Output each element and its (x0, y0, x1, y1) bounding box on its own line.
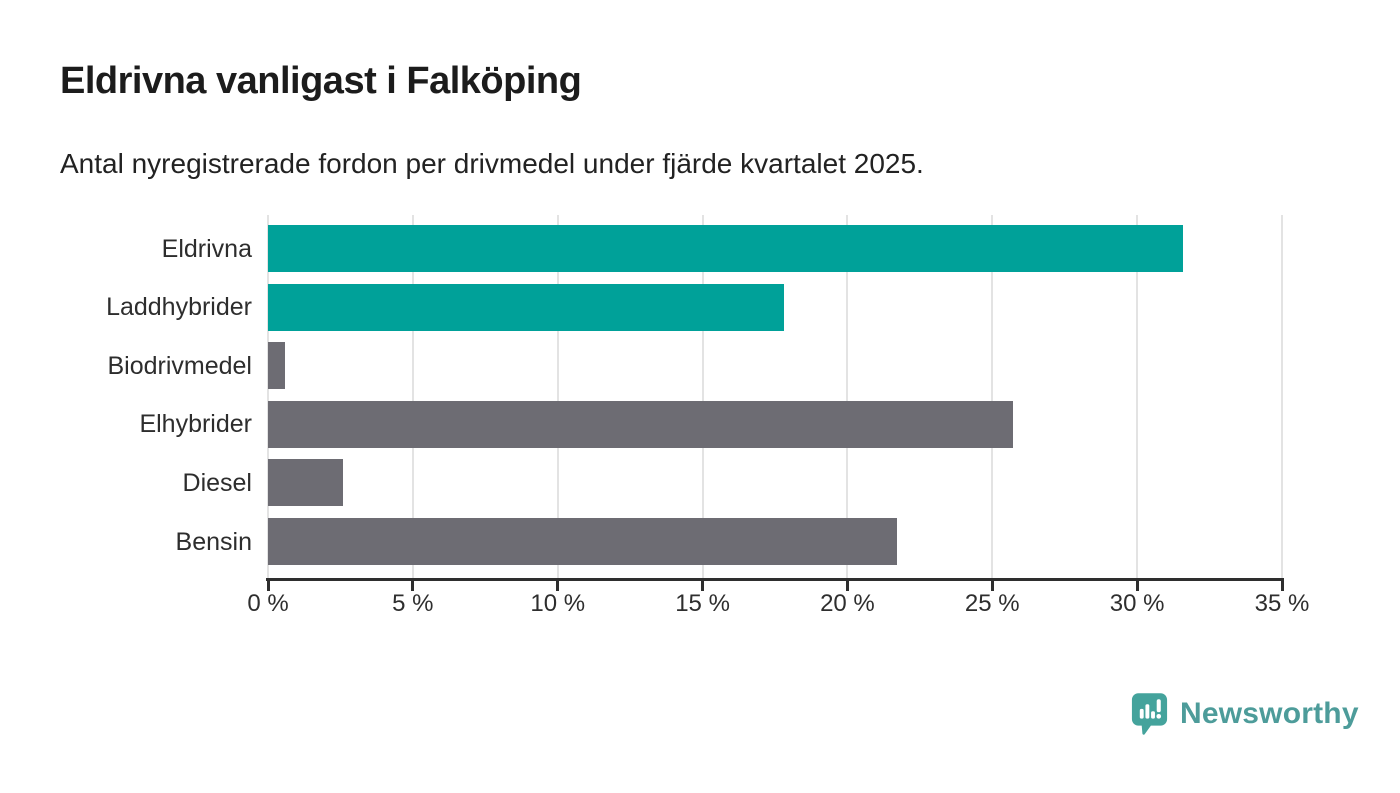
x-axis-tick-25 (990, 578, 994, 591)
x-axis-tick-35 (1280, 578, 1284, 591)
gridline-5 (411, 215, 414, 578)
bar-bensin (268, 518, 897, 565)
chart-title: Eldrivna vanligast i Falköping (60, 60, 582, 102)
x-axis-tick-20 (845, 578, 849, 591)
category-label-biodrivmedel: Biodrivmedel (107, 351, 252, 380)
logo-bar-3 (1151, 711, 1155, 719)
x-axis-tick-30 (1135, 578, 1139, 591)
gridline-10 (556, 215, 559, 578)
gridline-25 (991, 215, 994, 578)
newsworthy-logo-text: Newsworthy (1180, 697, 1359, 730)
category-label-bensin: Bensin (175, 527, 252, 556)
newsworthy-logo-icon (1131, 693, 1168, 735)
bar-eldrivna (268, 225, 1184, 272)
category-label-eldrivna: Eldrivna (161, 234, 252, 263)
bar-biodrivmedel (268, 342, 286, 390)
x-tick-label-25: 25 % (964, 590, 1020, 617)
category-label-laddhybrider: Laddhybrider (106, 293, 252, 322)
x-tick-label-15: 15 % (675, 590, 730, 617)
x-tick-label-5: 5 % (392, 590, 434, 617)
category-label-elhybrider: Elhybrider (139, 410, 252, 439)
x-tick-label-30: 30 % (1109, 590, 1165, 617)
bar-laddhybrider (268, 283, 784, 331)
plot-area (267, 215, 1283, 578)
x-tick-label-35: 35 % (1254, 590, 1310, 617)
x-axis-tick-5 (411, 578, 415, 591)
logo-exclamation-stroke (1156, 699, 1161, 713)
gridline-30 (1136, 215, 1139, 578)
x-axis-tick-0 (266, 578, 270, 591)
logo-exclamation-dot (1156, 714, 1162, 719)
x-tick-label-0: 0 % (247, 590, 289, 617)
bar-diesel (268, 459, 344, 507)
logo-bar-2 (1145, 704, 1150, 719)
x-axis-tick-10 (556, 578, 560, 591)
newsworthy-logo: Newsworthy (1131, 692, 1359, 736)
x-axis-tick-15 (701, 578, 705, 591)
logo-bar-1 (1139, 708, 1144, 719)
x-axis-line (266, 578, 1284, 581)
x-tick-label-20: 20 % (820, 590, 875, 617)
category-label-diesel: Diesel (182, 468, 252, 497)
chart-subtitle: Antal nyregistrerade fordon per drivmede… (60, 148, 924, 179)
x-tick-label-10: 10 % (530, 590, 586, 617)
gridline-35 (1281, 215, 1283, 578)
bar-elhybrider (268, 400, 1013, 448)
gridline-0 (267, 215, 269, 578)
gridline-15 (701, 215, 704, 578)
gridline-20 (846, 215, 849, 578)
